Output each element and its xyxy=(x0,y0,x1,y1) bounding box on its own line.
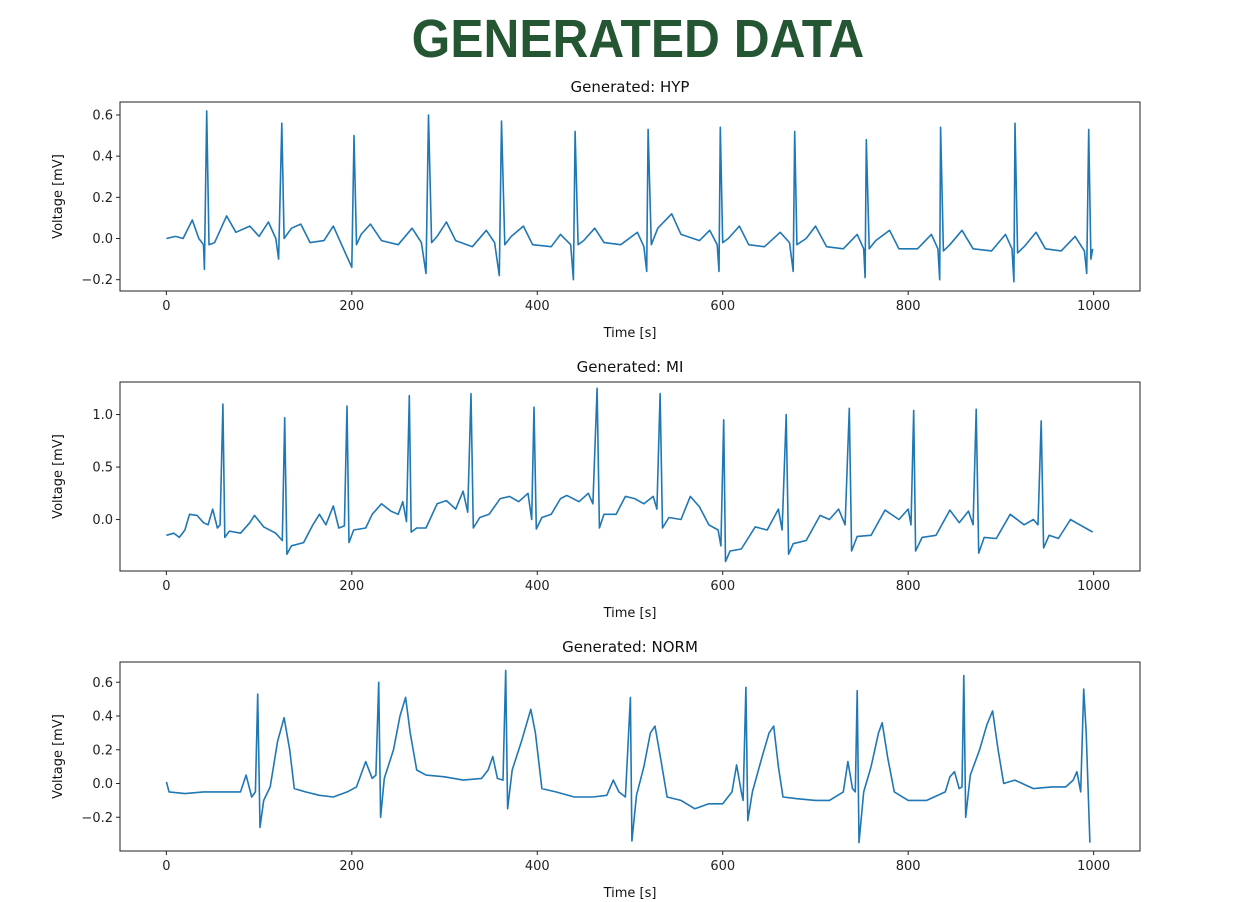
chart-title: Generated: HYP xyxy=(571,78,690,96)
x-axis-label: Time [s] xyxy=(603,606,657,621)
series-line xyxy=(166,110,1094,283)
y-tick-label: 0.5 xyxy=(92,461,113,476)
y-tick-label: 0.6 xyxy=(92,108,113,123)
chart-title: Generated: MI xyxy=(577,358,684,376)
y-tick-label: 1.0 xyxy=(92,408,113,423)
main-title: GENERATED DATA xyxy=(411,9,865,69)
axes-frame xyxy=(119,101,1141,292)
x-tick-label: 1000 xyxy=(1077,859,1110,874)
x-axis-label: Time [s] xyxy=(603,326,657,341)
y-tick-label: 0.0 xyxy=(92,777,113,792)
x-tick-label: 200 xyxy=(339,859,364,874)
x-axis-label: Time [s] xyxy=(603,886,657,901)
y-tick-label: 0.2 xyxy=(92,191,113,206)
axes-frame xyxy=(119,381,1141,572)
y-tick-label: 0.2 xyxy=(92,743,113,758)
series-line xyxy=(165,669,1091,844)
x-tick-label: 400 xyxy=(525,299,550,314)
x-tick-label: 800 xyxy=(896,299,921,314)
series-line xyxy=(166,387,1094,563)
x-tick-label: 200 xyxy=(339,299,364,314)
chart-hyp: Generated: HYP 0 200 400 600 800 1000 −0.2 0.0 0.… xyxy=(51,78,1141,341)
y-axis-label: Voltage [mV] xyxy=(51,434,66,519)
x-tick-label: 1000 xyxy=(1077,579,1110,594)
x-tick-label: 0 xyxy=(162,579,170,594)
x-tick-label: 0 xyxy=(162,299,170,314)
y-tick-label: 0.0 xyxy=(92,232,113,247)
y-tick-label: −0.2 xyxy=(81,811,113,826)
y-axis-label: Voltage [mV] xyxy=(51,154,66,239)
x-tick-label: 600 xyxy=(710,859,735,874)
chart-mi: Generated: MI 0 200 400 600 800 1000 0.0 0.5 1.0 T… xyxy=(51,358,1141,621)
x-tick-label: 400 xyxy=(525,579,550,594)
y-tick-label: 0.4 xyxy=(92,150,113,165)
x-tick-label: 600 xyxy=(710,299,735,314)
y-tick-label: 0.4 xyxy=(92,710,113,725)
y-tick-label: −0.2 xyxy=(81,273,113,288)
y-axis-label: Voltage [mV] xyxy=(51,714,66,799)
x-tick-label: 1000 xyxy=(1077,299,1110,314)
y-tick-label: 0.0 xyxy=(92,513,113,528)
x-tick-label: 200 xyxy=(339,579,364,594)
x-tick-label: 800 xyxy=(896,859,921,874)
x-tick-label: 0 xyxy=(162,859,170,874)
axes-frame xyxy=(119,661,1141,852)
x-tick-label: 800 xyxy=(896,579,921,594)
x-tick-label: 600 xyxy=(710,579,735,594)
x-tick-label: 400 xyxy=(525,859,550,874)
y-tick-label: 0.6 xyxy=(92,676,113,691)
chart-norm: Generated: NORM 0 200 400 600 800 1000 −0.2 0.0 0… xyxy=(51,638,1141,901)
chart-title: Generated: NORM xyxy=(562,638,698,656)
